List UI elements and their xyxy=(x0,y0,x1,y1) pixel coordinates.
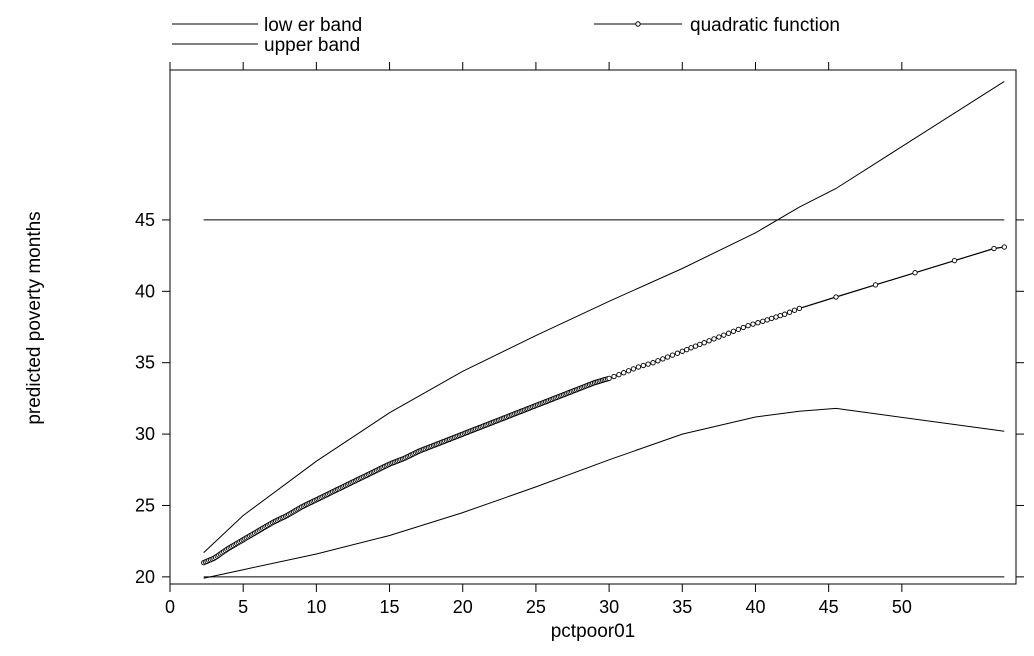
data-point-292 xyxy=(912,270,918,276)
data-point-287 xyxy=(786,309,793,315)
x-tick-label-1: 5 xyxy=(238,597,248,617)
series-line-quadratic-function xyxy=(203,246,1005,564)
reference-lines xyxy=(203,219,1005,578)
data-point-285 xyxy=(777,312,783,319)
data-point-263 xyxy=(674,350,681,356)
data-point-273 xyxy=(721,332,727,338)
data-point-284 xyxy=(773,314,779,320)
legend-label-lower-band: low er band xyxy=(264,15,362,36)
data-point-276 xyxy=(735,326,742,333)
data-point-286 xyxy=(782,311,788,317)
legend-label-upper-band: upper band xyxy=(264,35,360,56)
data-point-288 xyxy=(791,307,798,313)
y-axis-title: predicted poverty months xyxy=(24,211,45,424)
x-tick-label-7: 35 xyxy=(672,597,692,617)
data-point-283 xyxy=(768,315,775,322)
data-point-266 xyxy=(688,345,694,351)
x-axis-title: pctpoor01 xyxy=(551,621,636,642)
y-tick-label-3: 35 xyxy=(135,353,155,373)
data-point-281 xyxy=(760,318,766,324)
data-point-255 xyxy=(635,364,642,370)
data-point-277 xyxy=(740,324,746,331)
data-point-293 xyxy=(951,257,958,264)
legend-marker-quadratic-function xyxy=(635,21,641,27)
x-tick-label-0: 0 xyxy=(165,597,175,617)
data-point-279 xyxy=(750,321,756,327)
data-point-259 xyxy=(655,358,661,364)
data-point-268 xyxy=(697,341,703,348)
data-point-280 xyxy=(755,320,761,326)
data-point-295 xyxy=(1001,244,1007,250)
x-tick-label-4: 20 xyxy=(453,597,473,617)
y-tick-label-4: 40 xyxy=(135,281,155,301)
legend-label-quadratic-function: quadratic function xyxy=(690,15,840,36)
x-tick-label-10: 50 xyxy=(892,597,912,617)
data-point-275 xyxy=(730,328,737,334)
data-point-260 xyxy=(660,356,666,362)
data-point-264 xyxy=(679,348,685,354)
data-point-270 xyxy=(706,338,712,344)
data-point-278 xyxy=(745,322,751,329)
x-tick-label-6: 30 xyxy=(599,597,619,617)
data-point-256 xyxy=(640,362,646,369)
data-point-252 xyxy=(621,370,627,376)
data-point-271 xyxy=(711,336,717,342)
series-markers xyxy=(201,244,1007,566)
data-point-254 xyxy=(630,366,637,372)
x-tick-label-5: 25 xyxy=(526,597,546,617)
data-point-291 xyxy=(872,282,879,288)
series-line-low-er-band xyxy=(203,407,1005,579)
data-point-282 xyxy=(764,317,770,323)
data-point-257 xyxy=(645,361,651,367)
plot-frame xyxy=(169,69,1017,585)
y-tick-label-5: 45 xyxy=(135,210,155,230)
data-point-261 xyxy=(664,354,671,360)
series-lines xyxy=(203,80,1005,579)
x-tick-label-9: 45 xyxy=(819,597,839,617)
data-point-272 xyxy=(716,334,722,340)
axis-tick-labels: 0 5 10 15 20 25 30 35 40 45 50 20 25 30 35 40 45 xyxy=(135,210,912,617)
data-point-262 xyxy=(669,352,676,358)
data-point-290 xyxy=(833,294,839,300)
legend: low er band quadratic function upper ban… xyxy=(172,15,840,56)
x-tick-label-2: 10 xyxy=(306,597,326,617)
series-line-upper-band xyxy=(203,80,1005,553)
data-point-289 xyxy=(796,305,803,312)
data-point-251 xyxy=(616,371,622,378)
y-tick-label-0: 20 xyxy=(135,567,155,587)
y-tick-label-2: 30 xyxy=(135,424,155,444)
x-tick-label-8: 40 xyxy=(745,597,765,617)
data-point-267 xyxy=(692,343,699,349)
data-point-269 xyxy=(701,340,707,346)
axis-ticks xyxy=(162,62,1024,592)
data-point-274 xyxy=(725,330,732,336)
data-point-265 xyxy=(684,346,690,353)
data-point-250 xyxy=(611,373,617,380)
data-point-249 xyxy=(606,375,612,382)
data-point-294 xyxy=(991,245,997,252)
x-tick-label-3: 15 xyxy=(380,597,400,617)
data-point-258 xyxy=(650,360,656,366)
y-tick-label-1: 25 xyxy=(135,495,155,515)
data-point-253 xyxy=(625,368,632,374)
